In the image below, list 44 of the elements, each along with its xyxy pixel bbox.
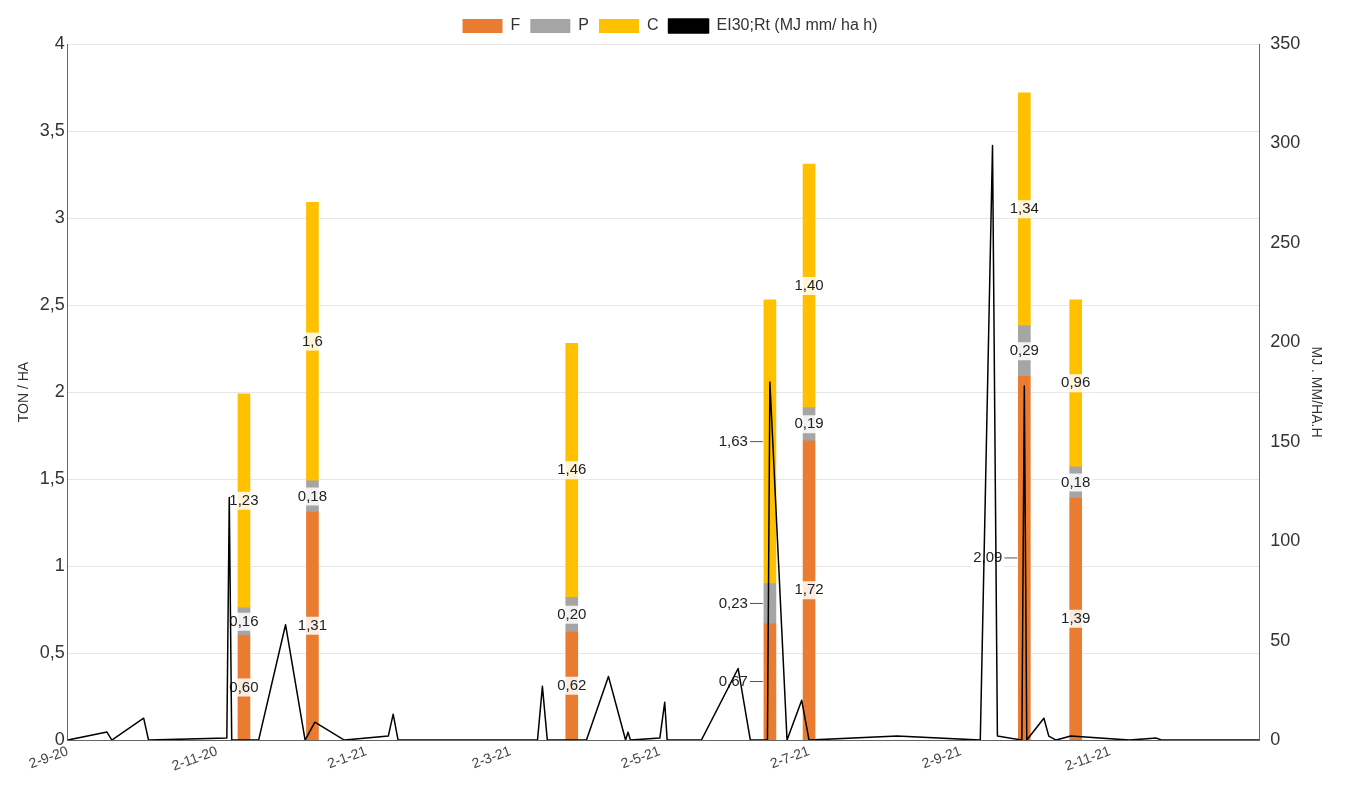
data-label: 0,29 xyxy=(1009,341,1039,359)
y2-tick-label: 100 xyxy=(1270,530,1301,551)
data-label: 0,18 xyxy=(297,486,328,504)
y-tick-label: 4 xyxy=(54,32,65,53)
y-tick-label: 1,5 xyxy=(39,468,65,489)
x-tick-label: 2-7-21 xyxy=(767,742,812,772)
y2-tick-label: 300 xyxy=(1270,132,1301,153)
x-tick-label: 2-1-21 xyxy=(325,742,369,772)
y-tick-label: 2 xyxy=(54,381,65,401)
x-tick-label: 2-3-21 xyxy=(469,742,514,772)
data-label: 1,6 xyxy=(302,331,323,349)
data-label: 0,19 xyxy=(794,414,824,432)
data-label: 1,31 xyxy=(297,615,328,633)
data-label: 0,96 xyxy=(1061,373,1091,391)
data-label: 0,18 xyxy=(1061,472,1091,490)
y-tick-label: 1 xyxy=(54,555,65,576)
data-label: 1,63 xyxy=(718,431,748,449)
data-label: 0,62 xyxy=(557,676,587,694)
y2-tick-label: 200 xyxy=(1270,331,1301,352)
y-tick-label: 2,5 xyxy=(39,293,65,314)
y-tick-label: 3,5 xyxy=(39,119,65,140)
y-tick-label: 0,5 xyxy=(39,642,65,663)
y2-tick-label: 150 xyxy=(1270,430,1301,451)
data-label: 1,23 xyxy=(229,490,259,508)
y2-tick-label: 250 xyxy=(1270,231,1301,252)
data-label: 1,72 xyxy=(794,580,824,598)
data-label: 1,40 xyxy=(794,276,824,294)
data-label: 0,20 xyxy=(557,604,587,622)
y2-tick-label: 50 xyxy=(1270,629,1291,650)
legend-label: P xyxy=(578,16,589,34)
y2-tick-label: 0 xyxy=(1270,729,1281,750)
data-label: 1,34 xyxy=(1009,199,1039,217)
x-tick-label: 2-9-21 xyxy=(919,742,964,772)
y2-tick-label: 350 xyxy=(1270,32,1301,53)
legend-label: EI30;Rt (MJ mm/ ha h) xyxy=(716,16,878,34)
y-axis-title: TON / HA xyxy=(15,361,32,423)
x-tick-label: 2-5-21 xyxy=(618,742,663,772)
data-label: 1,46 xyxy=(557,460,587,478)
legend-label: F xyxy=(510,16,521,34)
legend-label: C xyxy=(646,16,659,34)
data-label: 0,23 xyxy=(718,593,748,611)
y-tick-label: 3 xyxy=(54,206,65,227)
y2-axis-title: MJ . MM/HA.H xyxy=(1308,346,1325,438)
data-label: 1,39 xyxy=(1061,609,1091,627)
